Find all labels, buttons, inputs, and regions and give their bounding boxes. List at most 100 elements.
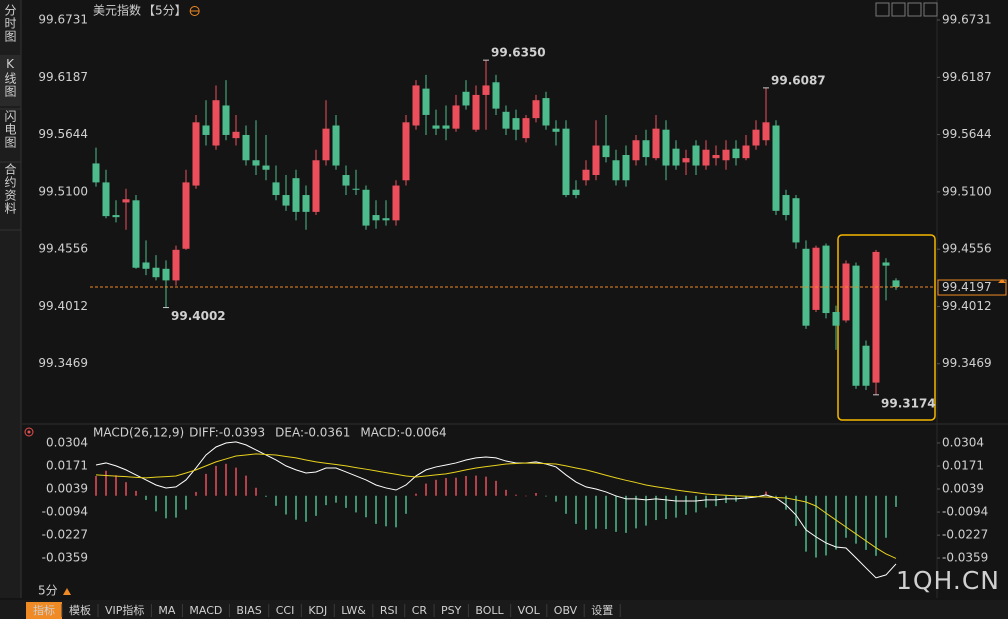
candle-body xyxy=(502,111,510,129)
macd-bar xyxy=(655,495,657,521)
candle-body xyxy=(772,125,780,211)
toolbar-button[interactable]: RSI xyxy=(380,604,398,617)
macd-bar xyxy=(285,495,287,515)
candle-body xyxy=(692,145,700,166)
candle-body xyxy=(362,189,370,226)
candle-body xyxy=(242,134,250,161)
macd-bar xyxy=(425,483,427,496)
macd-bar xyxy=(355,495,357,513)
toolbar-button[interactable]: BIAS xyxy=(236,604,261,617)
candle-body xyxy=(382,218,390,221)
toolbar xyxy=(0,600,1008,619)
candle-body xyxy=(132,200,140,268)
candle-body xyxy=(732,148,740,159)
sidebar-tab[interactable]: 闪电图 xyxy=(3,110,17,149)
candle-body xyxy=(662,129,670,166)
macd-bar xyxy=(325,495,327,506)
macd-bar xyxy=(825,495,827,556)
period-arrow[interactable] xyxy=(63,588,71,595)
toolbar-button[interactable]: LW& xyxy=(341,604,366,617)
macd-bar xyxy=(485,476,487,496)
toolbar-button-bg[interactable] xyxy=(26,602,62,619)
last-price-arrow xyxy=(998,279,1006,284)
toolbar-button[interactable]: MA xyxy=(158,604,175,617)
macd-bar xyxy=(105,470,107,496)
y-tick-label: 0.0039 xyxy=(46,481,88,495)
toolbar-button[interactable]: MACD xyxy=(189,604,222,617)
candle-body xyxy=(512,118,520,130)
macd-bar xyxy=(625,495,627,533)
candle-body xyxy=(542,98,550,126)
candle-body xyxy=(262,165,270,170)
candle-body xyxy=(782,195,790,216)
y-tick-label: -0.0094 xyxy=(42,505,88,519)
macd-bar xyxy=(725,495,727,504)
macd-bar xyxy=(795,495,797,526)
candle-body xyxy=(812,247,820,310)
toolbar-button[interactable]: 设置 xyxy=(591,604,613,617)
toolbar-button[interactable]: CR xyxy=(412,604,428,617)
period-button[interactable]: 5分 xyxy=(38,584,58,598)
candle-body xyxy=(892,280,900,288)
candle-body xyxy=(92,163,100,183)
candle-body xyxy=(332,125,340,166)
macd-bar xyxy=(275,495,277,506)
macd-bar xyxy=(645,495,647,526)
toolbar-button[interactable]: 指标 xyxy=(33,603,55,617)
tab-active-bg xyxy=(0,55,21,106)
y-tick-label-right: 0.0171 xyxy=(942,459,984,473)
toolbar-button[interactable]: BOLL xyxy=(475,604,504,617)
icon-split[interactable] xyxy=(891,2,906,17)
candle-body xyxy=(352,188,360,190)
y-tick-label: -0.0227 xyxy=(42,528,88,542)
indicator-title: MACD(26,12,9) xyxy=(93,426,184,440)
macd-bar xyxy=(575,495,577,524)
sidebar-tab[interactable]: K线图 xyxy=(3,57,17,98)
macd-bar xyxy=(295,495,297,520)
watermark: 1QH.CN xyxy=(896,566,1000,595)
toolbar-button[interactable]: 模板 xyxy=(69,603,91,617)
candle-body xyxy=(842,263,850,321)
sidebar-tab[interactable]: 合约资料 xyxy=(3,162,17,215)
toolbar-button[interactable]: PSY xyxy=(441,604,462,617)
macd-bar xyxy=(765,491,767,496)
candle-body xyxy=(622,154,630,181)
candle-body xyxy=(562,128,570,196)
toolbar-button[interactable]: KDJ xyxy=(308,604,327,617)
toolbar-button[interactable]: VOL xyxy=(518,604,541,617)
macd-bar xyxy=(675,495,677,518)
macd-bar xyxy=(515,494,517,496)
y-tick-label-right: 99.5100 xyxy=(942,184,992,198)
indicator-icon[interactable] xyxy=(24,427,34,437)
toolbar-button[interactable]: VIP指标 xyxy=(105,603,144,617)
macd-bar xyxy=(365,495,367,518)
settings-icon[interactable] xyxy=(189,6,200,16)
toolbar-button[interactable]: CCI xyxy=(276,604,295,617)
macd-bar xyxy=(145,495,147,500)
candle-body xyxy=(832,311,840,326)
y-tick-label-right: -0.0359 xyxy=(942,551,988,565)
icon-close[interactable] xyxy=(923,2,938,17)
macd-bar xyxy=(885,495,887,538)
macd-bar xyxy=(845,495,847,538)
macd-bar xyxy=(135,490,137,496)
annotation-label: 99.3174 xyxy=(881,396,936,410)
candle-body xyxy=(552,128,560,132)
macd-bar xyxy=(595,495,597,529)
toolbar-button[interactable]: OBV xyxy=(554,604,578,617)
sidebar-tab[interactable]: 分时图 xyxy=(3,4,17,43)
window-controls xyxy=(875,2,938,17)
period-label: 【5分】 xyxy=(143,4,187,18)
macd-bar xyxy=(615,495,617,532)
macd-bar xyxy=(815,495,817,558)
macd-bar xyxy=(835,495,837,550)
y-tick-label-right: 99.6187 xyxy=(942,70,992,84)
candle-body xyxy=(572,189,580,196)
legend-entry: MACD:-0.0064 xyxy=(360,426,446,440)
macd-bar xyxy=(875,495,877,556)
icon-restore[interactable] xyxy=(907,2,922,17)
candle-body xyxy=(822,245,830,314)
chart-layer: 99.6731 99.6731 99.6187 99.6187 99.5644 99.56… xyxy=(0,4,1007,619)
icon-fullscreen[interactable] xyxy=(875,2,890,17)
y-tick-label-right: 0.0304 xyxy=(942,435,984,449)
